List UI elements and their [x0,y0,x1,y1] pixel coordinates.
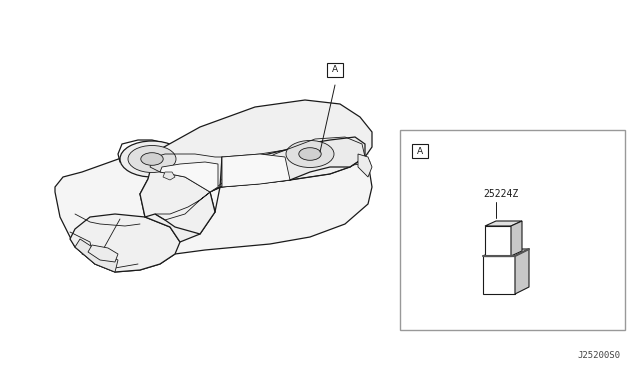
Polygon shape [222,137,365,184]
Polygon shape [515,249,529,294]
Bar [400,130,625,330]
Polygon shape [88,245,118,262]
Polygon shape [483,256,515,294]
Text: A: A [332,65,338,74]
Bar [412,144,428,158]
Text: 25224Z: 25224Z [484,189,519,199]
Polygon shape [140,100,372,234]
Ellipse shape [278,136,342,172]
Polygon shape [485,221,522,226]
Polygon shape [140,172,215,242]
Ellipse shape [141,153,163,165]
Text: J25200S0: J25200S0 [577,351,620,360]
Polygon shape [511,221,522,256]
Polygon shape [358,154,372,177]
Polygon shape [163,172,175,180]
Polygon shape [70,214,180,272]
Ellipse shape [120,141,184,177]
Text: A: A [417,147,423,155]
Ellipse shape [128,145,176,173]
Polygon shape [485,226,511,256]
Bar [327,63,343,77]
Polygon shape [222,154,290,187]
Polygon shape [55,142,372,272]
Polygon shape [483,249,529,256]
Ellipse shape [299,148,321,160]
Ellipse shape [286,141,334,167]
Polygon shape [160,162,218,192]
Polygon shape [75,239,118,272]
